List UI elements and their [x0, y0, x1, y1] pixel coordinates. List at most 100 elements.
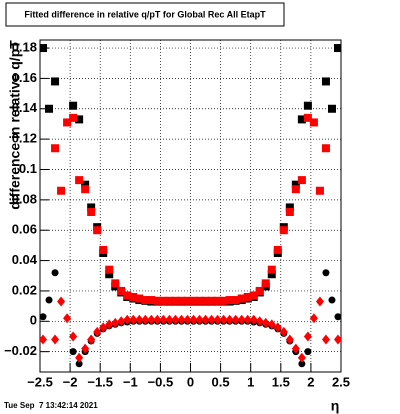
diamond-marker [165, 314, 174, 325]
diamond-marker [279, 326, 288, 337]
y-tick-label: 0.14 [12, 100, 38, 115]
x-tick-label: 0.5 [212, 374, 230, 389]
diamond-marker [93, 326, 102, 337]
square-marker [321, 77, 330, 86]
square-marker [69, 101, 78, 110]
diamond-marker [75, 352, 84, 363]
circle-marker [75, 360, 83, 368]
square-marker [159, 296, 168, 305]
diamond-marker [297, 352, 306, 363]
circle-marker [334, 313, 341, 321]
square-marker [243, 293, 252, 302]
square-marker [309, 118, 318, 127]
square-marker [69, 113, 78, 122]
diamond-marker [267, 319, 276, 330]
diamond-marker [207, 314, 216, 325]
y-tick-label: 0 [30, 313, 37, 328]
square-marker [255, 286, 264, 295]
diamond-marker [201, 314, 210, 325]
diamond-marker [303, 331, 312, 342]
circle-marker [298, 360, 306, 368]
x-tick-label: −2.5 [27, 374, 53, 389]
square-marker [267, 270, 276, 279]
x-tick-label: 2.5 [332, 374, 350, 389]
square-marker [273, 245, 282, 254]
y-tick-label: 0.18 [12, 39, 37, 54]
footer: Tue Sep 7 13:42:14 2021 [4, 401, 98, 410]
square-marker [225, 296, 234, 305]
square-marker [297, 176, 306, 185]
square-marker [75, 176, 84, 185]
x-tick-label: 1.5 [272, 374, 290, 389]
square-marker [249, 291, 258, 300]
square-marker [57, 186, 66, 195]
diamond-marker [237, 314, 246, 325]
y-tick-label: 0.16 [12, 70, 37, 85]
square-marker [303, 113, 312, 122]
square-marker [40, 44, 48, 53]
x-tick-label: −1.5 [87, 374, 113, 389]
square-marker [201, 296, 210, 305]
diamond-marker [129, 314, 138, 325]
circle-marker [45, 296, 53, 304]
diamond-marker [219, 314, 228, 325]
circle-marker [51, 269, 59, 277]
circle-marker [304, 348, 312, 356]
circle-marker [40, 313, 47, 321]
square-marker [231, 296, 240, 305]
square-marker [285, 203, 294, 212]
square-marker [321, 144, 330, 153]
square-marker [129, 293, 138, 302]
y-tick-label: 0.1 [19, 161, 37, 176]
diamond-marker [225, 314, 234, 325]
diamond-marker [159, 314, 168, 325]
diamond-marker [40, 334, 48, 345]
x-axis-label: η [331, 398, 340, 414]
diamond-marker [249, 314, 258, 325]
y-tick-label: −0.02 [4, 343, 37, 358]
square-marker [93, 226, 102, 235]
diamond-marker [273, 322, 282, 333]
diamond-marker [81, 343, 90, 354]
diamond-marker [291, 343, 300, 354]
square-marker [213, 296, 222, 305]
square-marker [75, 115, 84, 124]
x-tick-label: 2 [307, 374, 314, 389]
diamond-marker [123, 314, 132, 325]
square-marker [279, 226, 288, 235]
diamond-marker [99, 322, 108, 333]
diamond-marker [183, 314, 192, 325]
square-marker [141, 296, 150, 305]
diamond-marker [261, 317, 270, 328]
square-marker [291, 185, 300, 194]
square-marker [297, 115, 306, 124]
square-marker [63, 118, 72, 127]
diamond-marker [153, 314, 162, 325]
square-marker [135, 294, 144, 303]
y-tick-label: 0.12 [12, 131, 37, 146]
square-marker [237, 294, 246, 303]
diamond-marker [87, 334, 96, 345]
diamond-marker [231, 314, 240, 325]
diamond-marker [147, 314, 156, 325]
square-marker [147, 296, 156, 305]
circle-marker [69, 348, 77, 356]
square-marker [81, 185, 90, 194]
square-marker [261, 279, 270, 288]
circle-marker [322, 269, 330, 277]
square-marker [219, 296, 228, 305]
diamond-marker [195, 314, 204, 325]
square-marker [123, 291, 132, 300]
square-marker [153, 296, 162, 305]
square-marker [99, 245, 108, 254]
diamond-marker [189, 314, 198, 325]
y-tick-label: 0.02 [12, 282, 37, 297]
y-tick-label: 0.04 [12, 252, 38, 267]
square-marker [183, 296, 192, 305]
y-tick-label: 0.06 [12, 222, 37, 237]
x-tick-label: −0.5 [148, 374, 174, 389]
diamond-marker [57, 296, 66, 307]
square-marker [171, 296, 180, 305]
diamond-marker [213, 314, 222, 325]
